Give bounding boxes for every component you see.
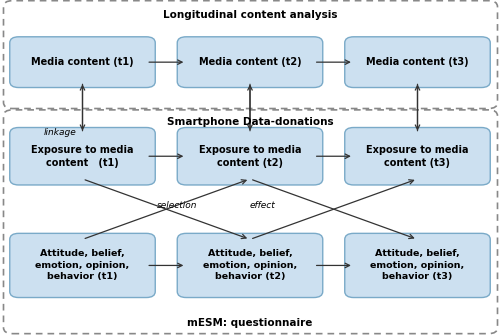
Text: Smartphone Data-donations: Smartphone Data-donations — [166, 117, 334, 127]
Text: Exposure to media
content (t3): Exposure to media content (t3) — [366, 145, 469, 168]
Text: Attitude, belief,
emotion, opinion,
behavior (t2): Attitude, belief, emotion, opinion, beha… — [203, 250, 297, 281]
Text: Exposure to media
content (t2): Exposure to media content (t2) — [199, 145, 301, 168]
Text: Attitude, belief,
emotion, opinion,
behavior (t3): Attitude, belief, emotion, opinion, beha… — [370, 250, 464, 281]
Text: Media content (t3): Media content (t3) — [366, 57, 469, 67]
FancyBboxPatch shape — [177, 127, 323, 185]
FancyBboxPatch shape — [10, 127, 155, 185]
Text: Attitude, belief,
emotion, opinion,
behavior (t1): Attitude, belief, emotion, opinion, beha… — [36, 250, 130, 281]
Text: mESM: questionnaire: mESM: questionnaire — [188, 318, 312, 328]
Text: Longitudinal content analysis: Longitudinal content analysis — [163, 10, 337, 20]
Text: Media content (t1): Media content (t1) — [31, 57, 134, 67]
Text: Media content (t2): Media content (t2) — [198, 57, 302, 67]
FancyBboxPatch shape — [345, 37, 490, 88]
FancyBboxPatch shape — [10, 233, 155, 298]
FancyBboxPatch shape — [177, 233, 323, 298]
Text: selection: selection — [157, 201, 198, 210]
Text: linkage: linkage — [44, 128, 76, 136]
FancyBboxPatch shape — [10, 37, 155, 88]
FancyBboxPatch shape — [177, 37, 323, 88]
FancyBboxPatch shape — [345, 233, 490, 298]
Text: effect: effect — [250, 201, 276, 210]
Text: Exposure to media
content   (t1): Exposure to media content (t1) — [31, 145, 134, 168]
FancyBboxPatch shape — [345, 127, 490, 185]
